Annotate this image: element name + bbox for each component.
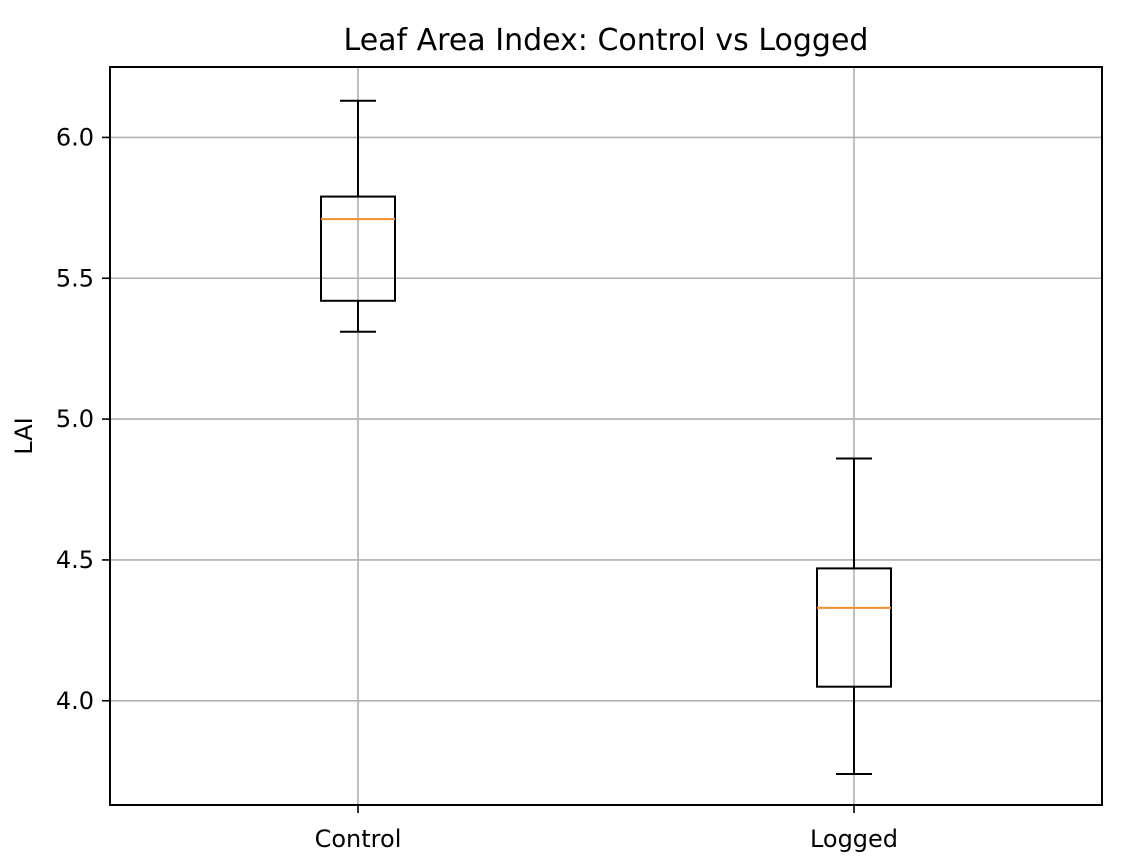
y-tick-label: 5.5 [56, 264, 94, 292]
box-group-control [320, 99, 396, 333]
plot-frame [109, 66, 1103, 806]
y-axis-label: LAI [10, 417, 38, 454]
x-tick-label: Control [315, 825, 402, 853]
grid-layer [110, 67, 1102, 805]
box-iqr [320, 195, 396, 302]
chart-title: Leaf Area Index: Control vs Logged [344, 23, 869, 58]
y-tick-label: 4.0 [56, 687, 94, 715]
box-layer [320, 99, 892, 776]
y-tick-label: 6.0 [56, 123, 94, 151]
box-iqr [816, 567, 892, 688]
y-tick-label: 4.5 [56, 546, 94, 574]
box-group-logged [816, 457, 892, 776]
x-tick-label: Logged [810, 825, 898, 853]
tick-layer: 4.0 4.5 5.0 5.5 6.0 Control Logged [56, 123, 898, 853]
y-tick-label: 5.0 [56, 405, 94, 433]
